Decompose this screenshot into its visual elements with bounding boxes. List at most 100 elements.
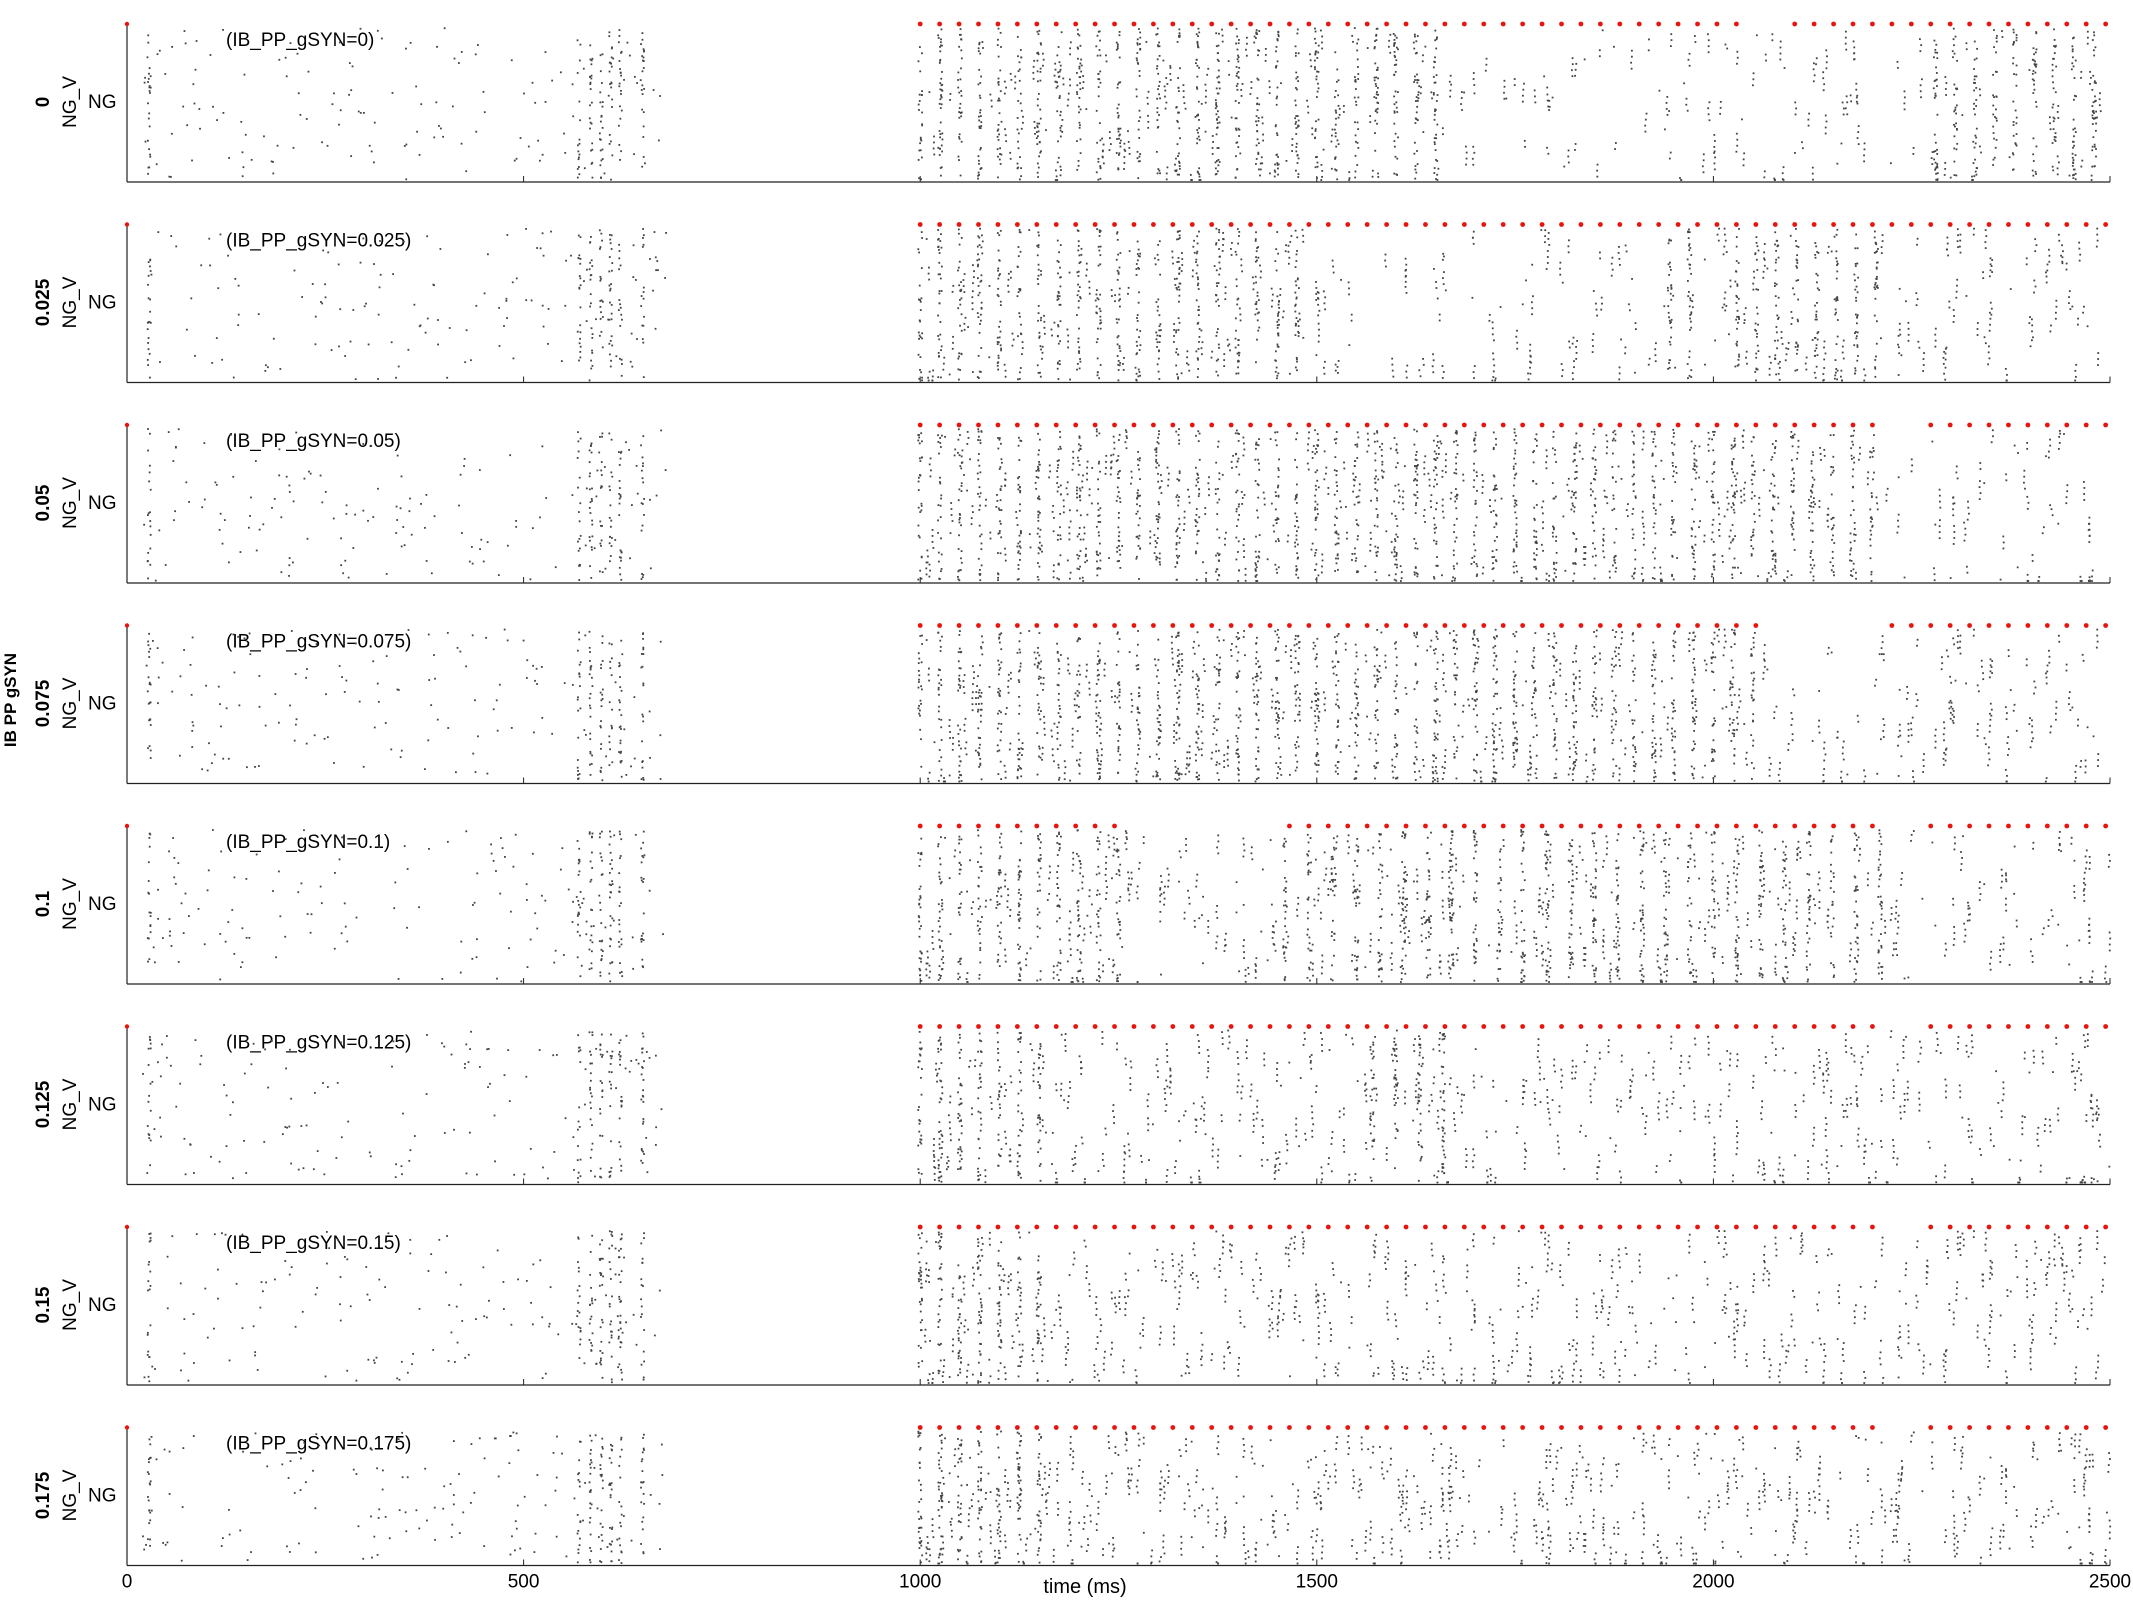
spike-dot bbox=[1118, 294, 1120, 296]
spike-dot bbox=[1059, 71, 1061, 73]
panel-0: NG_V0 NG(IB_PP_gSYN=0) bbox=[33, 22, 2110, 182]
spike-dot bbox=[1572, 57, 1574, 59]
spike-dot bbox=[1486, 58, 1488, 60]
spike-dot bbox=[1316, 96, 1318, 98]
spike-dot bbox=[1054, 63, 1056, 65]
spike-dot bbox=[919, 511, 921, 513]
spike-dot bbox=[240, 551, 242, 553]
spike-dot bbox=[156, 163, 158, 165]
spike-dot bbox=[961, 95, 963, 97]
spike-dot bbox=[1354, 460, 1356, 462]
spike-dot bbox=[579, 324, 581, 326]
spike-dot bbox=[1318, 486, 1320, 488]
spike-dot bbox=[960, 524, 962, 526]
spike-dot bbox=[1139, 457, 1141, 459]
spike-dot bbox=[1103, 144, 1105, 146]
spike-dot bbox=[1018, 312, 1020, 314]
spike-dot bbox=[938, 238, 940, 240]
red-marker bbox=[1579, 222, 1584, 227]
spike-dot bbox=[980, 127, 982, 129]
spike-dot bbox=[1197, 430, 1199, 432]
spike-dot bbox=[1612, 269, 1614, 271]
spike-dot bbox=[1719, 113, 1721, 115]
spike-dot bbox=[1529, 355, 1531, 357]
spike-dot bbox=[1703, 153, 1705, 155]
spike-dot bbox=[1735, 271, 1737, 273]
spike-dot bbox=[958, 488, 960, 490]
spike-dot bbox=[1415, 165, 1417, 167]
spike-dot bbox=[1277, 156, 1279, 158]
spike-dot bbox=[1472, 158, 1474, 160]
spike-dot bbox=[498, 574, 500, 576]
spike-dot bbox=[590, 302, 592, 304]
spike-dot bbox=[1689, 297, 1691, 299]
spike-dot bbox=[198, 108, 200, 110]
spike-dot bbox=[960, 78, 962, 80]
spike-dot bbox=[147, 102, 149, 104]
spike-dot bbox=[650, 567, 652, 569]
spike-dot bbox=[1077, 558, 1079, 560]
spike-dot bbox=[2100, 110, 2102, 112]
spike-dot bbox=[1000, 443, 1002, 445]
spike-dot bbox=[1756, 333, 1758, 335]
spike-dot bbox=[1388, 40, 1390, 42]
spike-dot bbox=[1237, 146, 1239, 148]
spike-dot bbox=[1236, 36, 1238, 38]
spike-dot bbox=[589, 241, 591, 243]
spike-dot bbox=[1297, 557, 1299, 559]
spike-dot bbox=[1524, 146, 1526, 148]
spike-dot bbox=[1836, 261, 1838, 263]
panel-1: NG_V0.025 NG(IB_PP_gSYN=0.025) bbox=[33, 222, 2110, 382]
spike-dot bbox=[2072, 129, 2074, 131]
spike-dot bbox=[958, 534, 960, 536]
spike-dot bbox=[475, 131, 477, 133]
spike-dot bbox=[1778, 257, 1780, 259]
spike-dot bbox=[1708, 113, 1710, 115]
spike-dot bbox=[1918, 347, 1920, 349]
spike-dot bbox=[1056, 179, 1058, 181]
spike-dot bbox=[621, 359, 623, 361]
spike-dot bbox=[1076, 314, 1078, 316]
spike-dot bbox=[1119, 34, 1121, 36]
spike-dot bbox=[249, 515, 251, 517]
spike-dot bbox=[1274, 432, 1276, 434]
spike-dot bbox=[579, 119, 581, 121]
spike-dot bbox=[1752, 78, 1754, 80]
spike-dot bbox=[2028, 322, 2030, 324]
spike-dot bbox=[1258, 557, 1260, 559]
spike-dot bbox=[1763, 251, 1765, 253]
spike-dot bbox=[2095, 156, 2097, 158]
spike-dot bbox=[580, 331, 582, 333]
spike-dot bbox=[1276, 572, 1278, 574]
spike-dot bbox=[1058, 578, 1060, 580]
spike-dot bbox=[1157, 168, 1159, 170]
spike-dot bbox=[1215, 32, 1217, 34]
spike-dot bbox=[1797, 279, 1799, 281]
spike-dot bbox=[2069, 308, 2071, 310]
spike-dot bbox=[233, 377, 235, 379]
spike-dot bbox=[920, 140, 922, 142]
spike-dot bbox=[1439, 320, 1441, 322]
spike-dot bbox=[1238, 67, 1240, 69]
spike-dot bbox=[1177, 155, 1179, 157]
spike-dot bbox=[1334, 96, 1336, 98]
spike-dot bbox=[2053, 87, 2055, 89]
spike-dot bbox=[1738, 317, 1740, 319]
spike-dot bbox=[1136, 96, 1138, 98]
spike-dot bbox=[1258, 117, 1260, 119]
spike-dot bbox=[1855, 337, 1857, 339]
spike-dot bbox=[1814, 350, 1816, 352]
spike-dot bbox=[1275, 360, 1277, 362]
spike-dot bbox=[1078, 290, 1080, 292]
spike-dot bbox=[1187, 350, 1189, 352]
spike-dot bbox=[340, 564, 342, 566]
spike-dot bbox=[1159, 553, 1161, 555]
spike-dot bbox=[1434, 108, 1436, 110]
spike-dot bbox=[1178, 90, 1180, 92]
red-marker bbox=[1676, 222, 1681, 227]
spike-dot bbox=[1296, 317, 1298, 319]
spike-dot bbox=[373, 263, 375, 265]
spike-dot bbox=[1956, 60, 1958, 62]
spike-dot bbox=[1704, 259, 1706, 261]
spike-dot bbox=[1238, 339, 1240, 341]
